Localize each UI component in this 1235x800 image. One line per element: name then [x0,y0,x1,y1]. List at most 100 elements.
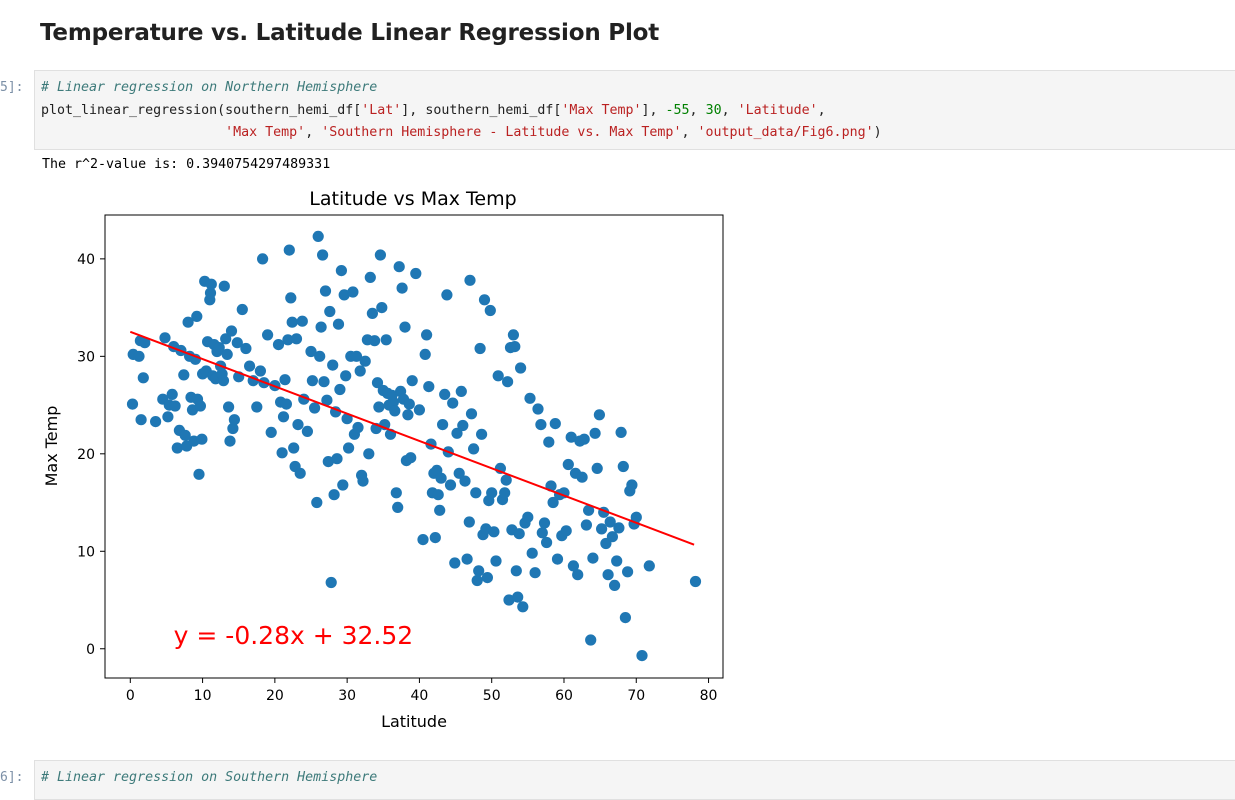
code-cell-next[interactable]: # Linear regression on Southern Hemisphe… [34,760,1235,800]
data-point [373,401,385,413]
data-point [150,416,162,428]
code-arg-df-2: southern_hemi_df [425,102,554,118]
code-arg-ypos: 30 [705,102,722,118]
data-point [290,333,303,345]
data-point [285,292,297,304]
data-point [306,375,318,387]
data-point [405,452,417,464]
data-point [393,261,405,273]
data-point [636,650,648,662]
x-axis-label: Latitude [381,712,447,731]
data-point [455,385,467,397]
data-point [429,532,441,544]
data-point [453,467,465,479]
data-point [643,560,655,572]
section-heading: Temperature vs. Latitude Linear Regressi… [40,20,660,46]
code-arg-lat: 'Lat' [361,102,402,118]
data-point [312,230,324,242]
data-point [510,565,522,577]
data-point [522,511,534,523]
data-point [280,398,292,410]
data-point [406,375,418,387]
x-tick-label: 40 [411,688,429,704]
data-point [350,350,363,362]
code-editor-next[interactable]: # Linear regression on Southern Hemisphe… [35,761,1235,790]
data-point [587,552,599,564]
data-point [363,448,375,460]
data-point [337,479,349,491]
data-point [615,426,627,438]
data-point [359,355,371,367]
x-tick-label: 0 [126,688,135,704]
data-point [689,575,702,588]
data-point [231,337,243,349]
data-point [593,409,606,421]
code-comment: # Linear regression on Northern Hemisphe… [41,80,378,95]
scatter-points [126,230,702,662]
data-point [502,376,514,388]
data-point [606,531,619,543]
x-tick-label: 60 [555,688,573,704]
data-point [437,419,449,431]
code-arg-title: 'Southern Hemisphere - Latitude vs. Max … [321,125,682,140]
data-point [371,377,384,389]
data-point [441,289,453,301]
data-point [549,418,561,430]
data-point [223,401,235,413]
x-tick-label: 30 [338,688,356,704]
data-point [626,479,638,491]
data-point [396,282,408,294]
x-tick-label: 10 [194,688,212,704]
data-point [512,591,524,603]
data-point [432,489,444,501]
code-editor[interactable]: # Linear regression on Northern Hemisphe… [41,80,882,140]
data-point [560,525,572,537]
regression-line [129,330,695,546]
x-tick-label: 50 [483,688,501,704]
data-point [205,278,217,290]
data-point [500,474,512,486]
code-cell[interactable]: # Linear regression on Northern Hemisphe… [34,70,1235,150]
y-tick-label: 40 [77,252,95,268]
data-point [179,429,191,441]
data-point [490,555,502,567]
data-point [380,334,392,346]
data-point [340,370,352,382]
data-point [622,566,634,578]
data-point [392,501,404,513]
data-point [301,425,313,437]
data-point [580,519,593,531]
data-point [347,286,359,298]
data-point [254,365,266,377]
data-point [352,421,364,434]
data-point [413,404,425,416]
data-point [617,460,629,473]
code-arg-xpos: -55 [665,102,690,118]
data-point [507,329,519,341]
data-point [503,594,515,606]
data-point [240,342,252,355]
data-point [513,528,525,540]
data-point [589,427,601,439]
data-point [541,536,553,549]
data-point [276,447,288,459]
data-point [309,402,321,414]
data-point [334,383,346,396]
data-point [193,468,205,480]
data-point [439,388,451,400]
data-point [619,612,632,624]
data-point [465,408,478,420]
data-point [402,409,414,421]
data-point [444,479,457,491]
data-point [576,471,588,483]
x-tick-label: 70 [627,688,645,704]
data-point [251,401,263,413]
data-point [484,304,496,317]
plot-frame [104,214,724,679]
y-axis: 0 10 20 30 40 [77,252,105,658]
data-point [423,381,435,393]
data-point [434,504,446,516]
data-point [630,511,642,523]
data-point [461,553,473,565]
data-point [389,405,401,417]
